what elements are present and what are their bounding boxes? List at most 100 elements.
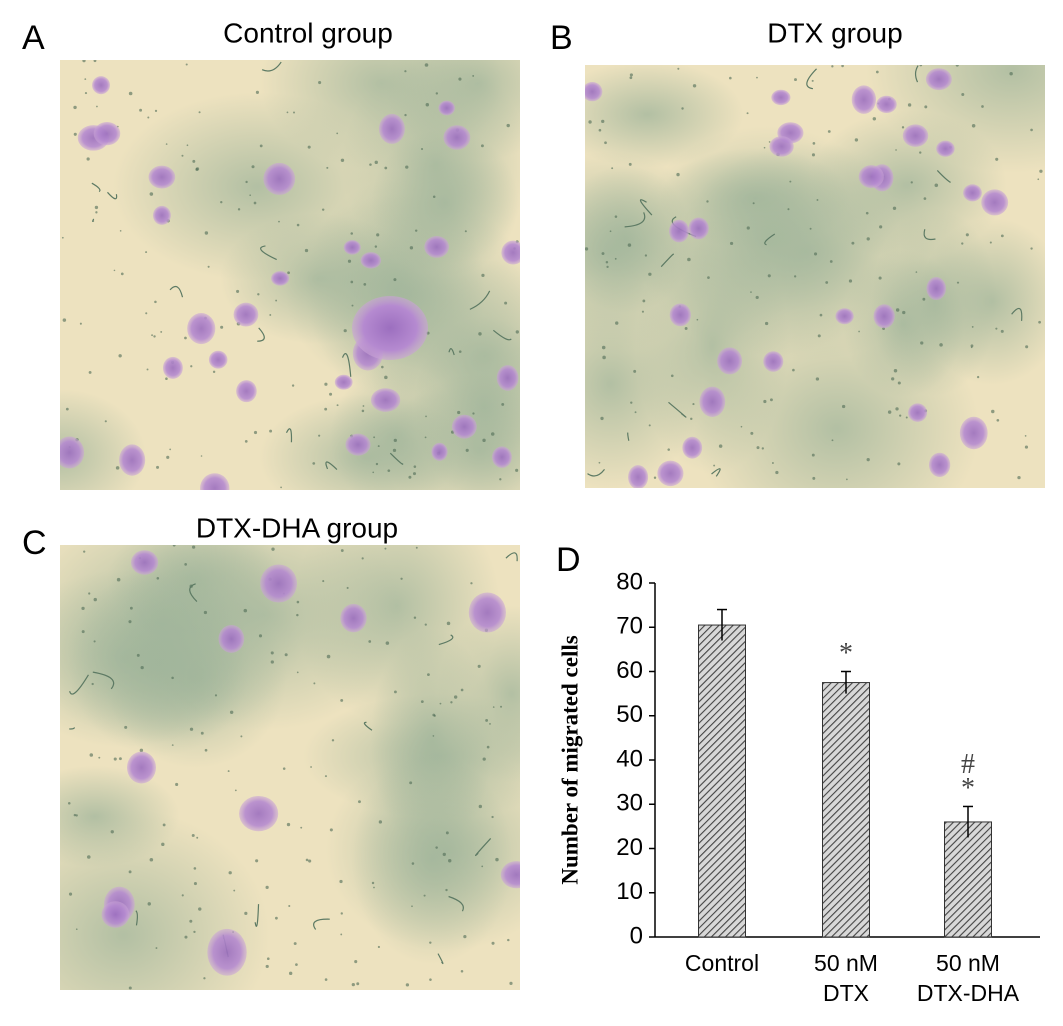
cell: [360, 252, 382, 269]
debris: [340, 912, 343, 915]
debris: [956, 281, 960, 284]
panel-letter: A: [22, 19, 45, 57]
debris: [515, 468, 519, 472]
debris: [329, 828, 333, 832]
debris: [371, 881, 375, 885]
fiber: [257, 327, 265, 342]
debris: [189, 919, 193, 923]
cell: [858, 165, 884, 189]
cell: [370, 388, 401, 412]
bar: [944, 821, 992, 938]
debris: [93, 640, 96, 643]
cell: [334, 374, 353, 390]
fiber: [69, 727, 75, 730]
cell: [928, 452, 951, 477]
debris: [203, 977, 206, 980]
debris: [214, 694, 218, 697]
debris: [189, 727, 194, 731]
y-tick-label: 50: [616, 701, 643, 728]
panel-letter: D: [556, 541, 581, 579]
debris: [280, 486, 282, 489]
debris: [501, 402, 505, 406]
debris: [147, 116, 150, 119]
debris: [310, 766, 312, 768]
debris: [971, 326, 974, 328]
debris: [1030, 128, 1033, 132]
debris: [457, 410, 461, 415]
debris: [128, 91, 133, 96]
debris: [463, 935, 467, 939]
debris: [604, 141, 607, 145]
debris: [763, 146, 766, 149]
debris: [676, 172, 680, 177]
debris: [961, 242, 964, 245]
x-tick-label: DTX: [823, 980, 869, 1006]
cell: [379, 113, 405, 144]
debris: [305, 858, 309, 862]
debris: [351, 983, 355, 987]
debris: [151, 334, 153, 337]
debris: [404, 113, 407, 117]
debris: [458, 77, 462, 81]
debris: [920, 341, 924, 345]
fiber: [91, 182, 101, 193]
debris: [361, 409, 365, 413]
debris: [377, 445, 380, 448]
cell: [130, 550, 159, 575]
debris: [601, 345, 606, 350]
stain: [865, 65, 1045, 174]
debris: [413, 616, 417, 619]
debris: [300, 826, 303, 829]
debris: [356, 982, 360, 986]
debris: [1030, 247, 1033, 250]
debris: [684, 327, 688, 330]
debris: [602, 355, 606, 360]
debris: [854, 138, 859, 142]
debris: [195, 168, 199, 171]
debris: [648, 424, 651, 427]
debris: [324, 382, 328, 386]
debris: [184, 935, 188, 939]
y-tick-label: 80: [616, 568, 643, 595]
panel-letter: B: [550, 19, 573, 57]
debris: [995, 327, 998, 330]
fiber: [135, 910, 138, 926]
cell: [424, 235, 449, 258]
debris: [614, 257, 617, 260]
y-tick-label: 40: [616, 745, 643, 772]
debris: [831, 439, 834, 442]
debris: [377, 945, 381, 949]
debris: [369, 163, 372, 166]
debris: [318, 434, 321, 437]
cell: [233, 302, 259, 327]
debris: [910, 181, 913, 184]
debris: [265, 885, 269, 890]
debris: [425, 415, 427, 418]
debris: [411, 905, 413, 908]
debris: [336, 132, 339, 135]
debris: [116, 577, 121, 582]
debris: [878, 276, 882, 280]
debris: [486, 745, 490, 749]
debris: [331, 739, 335, 742]
fiber: [806, 68, 817, 90]
debris: [234, 789, 237, 792]
debris: [61, 236, 64, 239]
debris: [286, 822, 291, 827]
debris: [819, 313, 823, 317]
debris: [351, 304, 354, 307]
debris: [161, 842, 165, 847]
cell: [92, 76, 111, 95]
debris: [191, 545, 196, 549]
debris: [939, 343, 943, 347]
debris: [470, 582, 473, 585]
stain: [808, 110, 1007, 260]
debris: [420, 700, 424, 704]
x-tick-label: DTX-DHA: [917, 980, 1020, 1006]
fiber: [711, 468, 721, 477]
debris: [244, 911, 248, 915]
stain: [123, 545, 406, 731]
debris: [851, 241, 855, 245]
debris: [94, 205, 99, 210]
